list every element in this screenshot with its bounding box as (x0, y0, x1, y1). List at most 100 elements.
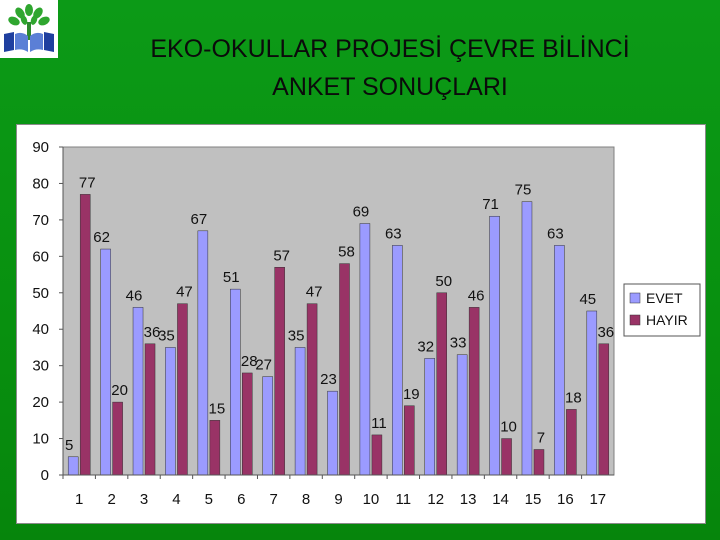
x-tick-label: 8 (302, 491, 310, 508)
eco-schools-logo (0, 0, 58, 58)
legend: EVET HAYIR (623, 283, 701, 337)
bar-hayir (598, 343, 610, 476)
x-tick-label: 3 (140, 491, 148, 508)
data-label-hayir: 28 (241, 353, 258, 370)
x-tick-label: 16 (557, 491, 574, 508)
y-tick-label: 70 (32, 212, 49, 229)
data-label-hayir: 58 (338, 244, 355, 261)
data-label-hayir: 50 (435, 273, 452, 290)
bar-evet (392, 245, 403, 476)
data-label-evet: 27 (255, 357, 272, 374)
bar-evet (456, 354, 468, 476)
y-tick-label: 50 (32, 285, 49, 302)
y-tick-label: 0 (41, 467, 49, 484)
bar-evet (67, 456, 79, 476)
y-tick-label: 90 (32, 139, 49, 156)
bar-evet (100, 248, 111, 476)
y-tick-label: 60 (32, 248, 49, 265)
bar-hayir (436, 292, 447, 476)
bar-hayir (144, 343, 156, 476)
y-tick-label: 10 (32, 431, 49, 448)
x-tick-label: 15 (525, 491, 542, 508)
y-tick-label: 40 (32, 321, 49, 338)
data-label-evet: 51 (223, 269, 240, 286)
x-tick-label: 13 (460, 491, 477, 508)
bar-evet (359, 223, 371, 476)
data-label-hayir: 19 (403, 386, 420, 403)
bar-hayir (177, 303, 188, 476)
x-tick-label: 12 (427, 491, 444, 508)
data-label-hayir: 36 (144, 324, 161, 341)
data-label-hayir: 20 (111, 382, 128, 399)
y-tick-label: 20 (32, 394, 49, 411)
y-tick-label: 30 (32, 358, 49, 375)
bar-hayir (79, 194, 91, 476)
x-tick-label: 6 (237, 491, 245, 508)
data-label-hayir: 77 (79, 174, 96, 191)
data-label-hayir: 11 (371, 415, 387, 432)
bar-hayir (468, 307, 480, 476)
x-tick-label: 2 (107, 491, 115, 508)
eco-schools-tree-book-icon (2, 2, 56, 56)
data-label-evet: 35 (158, 327, 175, 344)
data-label-hayir: 36 (597, 324, 614, 341)
bar-evet (489, 215, 500, 476)
data-label-evet: 69 (353, 204, 370, 221)
x-tick-label: 9 (334, 491, 342, 508)
data-label-evet: 46 (126, 287, 143, 304)
x-tick-label: 7 (270, 491, 278, 508)
bar-hayir (404, 405, 415, 476)
data-label-hayir: 15 (209, 400, 226, 417)
legend-label-hayir: HAYIR (646, 312, 688, 328)
bar-hayir (112, 401, 123, 476)
x-tick-label: 4 (172, 491, 180, 508)
title-line-1: EKO-OKULLAR PROJESİ ÇEVRE BİLİNCİ (150, 35, 630, 63)
data-label-hayir: 10 (500, 419, 517, 436)
x-tick-label: 5 (205, 491, 213, 508)
bar-evet (132, 307, 144, 476)
data-label-hayir: 46 (468, 287, 485, 304)
x-tick-label: 1 (75, 491, 83, 508)
bar-hayir (242, 372, 253, 476)
data-label-evet: 45 (579, 291, 596, 308)
data-label-evet: 62 (93, 229, 110, 246)
bar-evet (165, 347, 176, 476)
data-label-evet: 63 (385, 225, 402, 242)
data-label-evet: 63 (547, 225, 564, 242)
x-tick-label: 11 (396, 491, 412, 508)
data-label-hayir: 47 (306, 284, 323, 301)
bar-hayir (306, 303, 318, 476)
data-label-hayir: 47 (176, 284, 193, 301)
data-label-evet: 32 (417, 338, 434, 355)
bar-hayir (371, 434, 383, 476)
y-tick-label: 80 (32, 175, 49, 192)
bar-hayir (209, 420, 221, 476)
bar-evet (262, 376, 273, 476)
data-label-evet: 33 (450, 335, 467, 352)
bar-evet (586, 310, 598, 476)
data-label-hayir: 57 (273, 247, 290, 264)
bar-evet (521, 201, 533, 476)
data-label-evet: 35 (288, 327, 305, 344)
legend-box (623, 283, 701, 337)
bar-hayir (501, 438, 512, 476)
bar-evet (424, 358, 435, 476)
slide-title: EKO-OKULLAR PROJESİ ÇEVRE BİLİNCİ ANKET … (60, 30, 720, 106)
data-label-evet: 5 (65, 437, 73, 454)
bar-evet (230, 288, 241, 476)
bar-evet (197, 230, 209, 476)
x-tick-label: 17 (589, 491, 606, 508)
legend-swatch-hayir (629, 314, 641, 326)
data-label-evet: 71 (482, 196, 499, 213)
bar-evet (327, 390, 338, 476)
bar-hayir (566, 409, 577, 476)
title-line-2: ANKET SONUÇLARI (272, 73, 508, 101)
data-label-evet: 67 (191, 211, 208, 228)
data-label-evet: 23 (320, 371, 337, 388)
data-label-hayir: 7 (537, 429, 545, 446)
x-tick-label: 10 (363, 491, 380, 508)
bar-hayir (274, 267, 285, 476)
bar-evet (294, 347, 306, 476)
legend-swatch-evet (629, 292, 641, 304)
